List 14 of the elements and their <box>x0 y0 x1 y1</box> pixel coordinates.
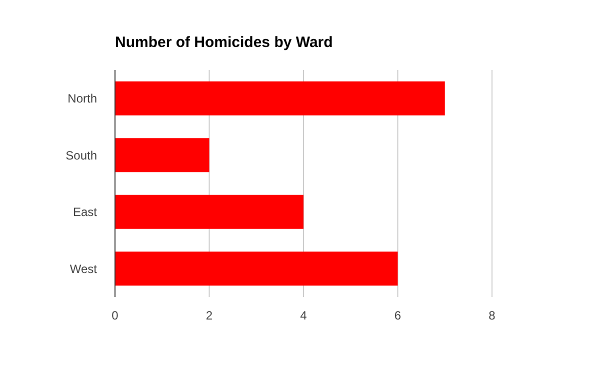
chart-title: Number of Homicides by Ward <box>115 34 333 51</box>
bar <box>115 138 210 172</box>
x-tick-label: 8 <box>488 308 496 323</box>
x-tick-label: 0 <box>112 308 119 323</box>
bar <box>115 194 304 229</box>
x-tick-label: 4 <box>300 308 308 323</box>
bar <box>115 81 445 116</box>
y-tick-label: South <box>66 148 97 162</box>
y-tick-label: East <box>72 205 98 220</box>
x-tick-label: 6 <box>394 308 402 323</box>
y-tick-label: North <box>68 92 97 106</box>
y-tick-label: West <box>70 262 98 276</box>
bar <box>115 252 398 286</box>
x-tick-label: 2 <box>206 308 213 323</box>
